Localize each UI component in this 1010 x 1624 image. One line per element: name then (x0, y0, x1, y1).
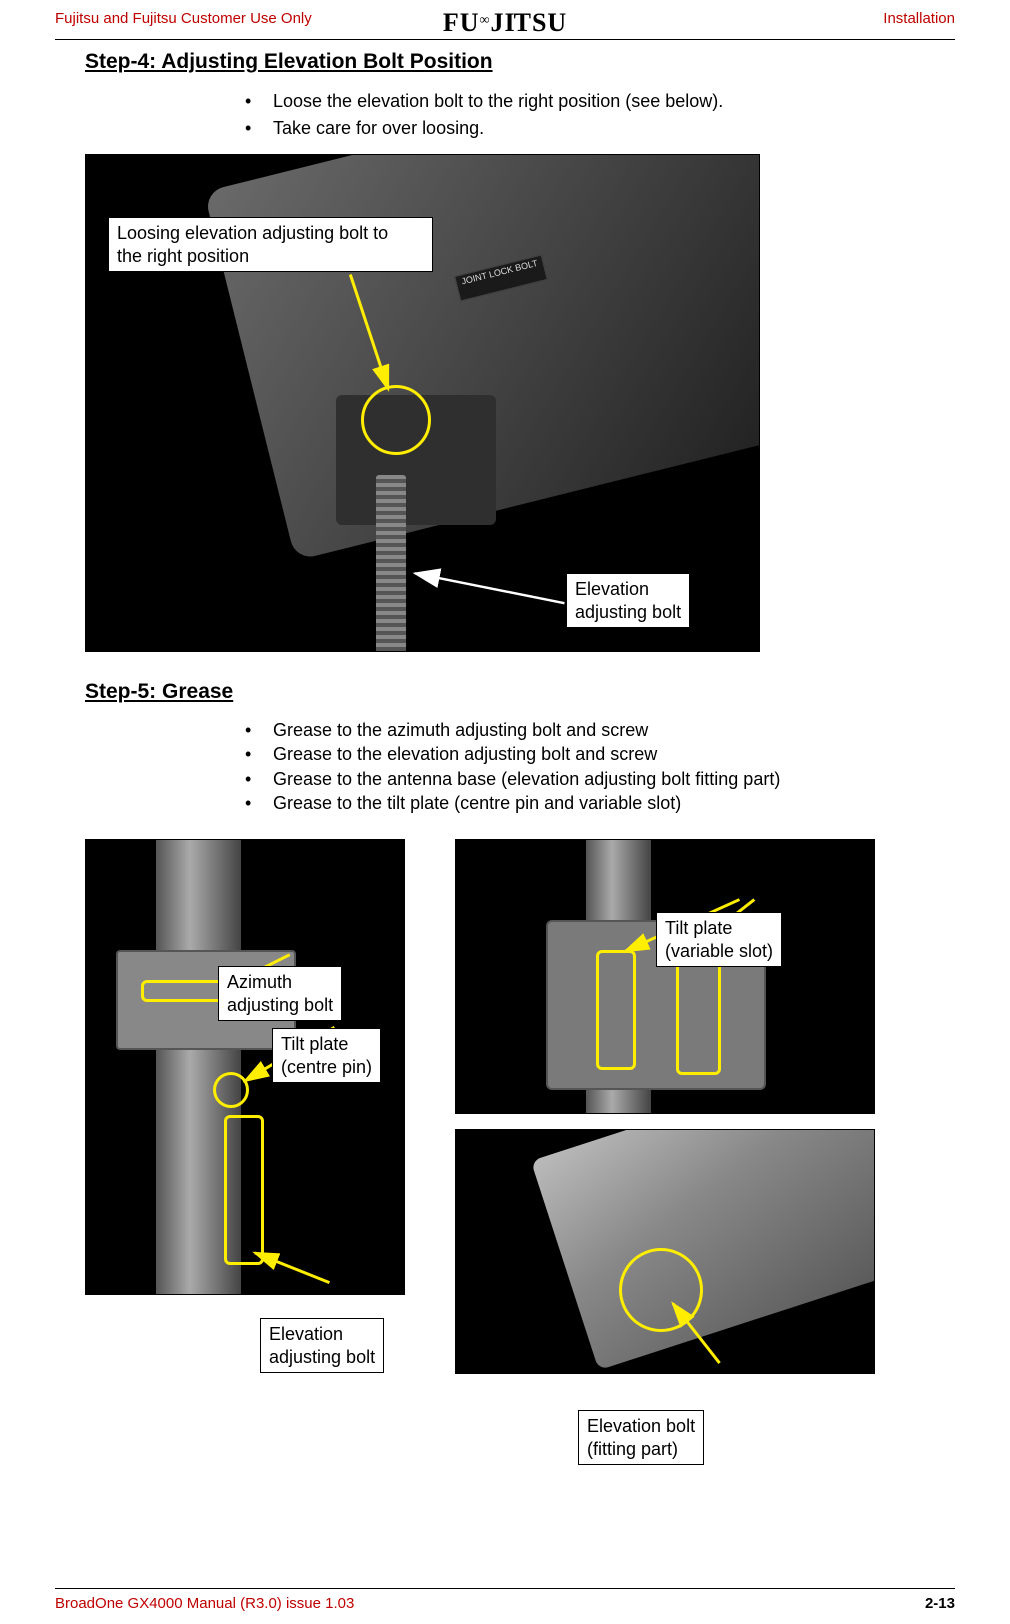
label-elevation-bolt-fitting-part: Elevation bolt (fitting part) (578, 1410, 704, 1465)
label-tilt-plate-centre-pin: Tilt plate (centre pin) (272, 1028, 381, 1083)
label-elevation-adjusting-bolt: Elevation adjusting bolt (566, 573, 690, 628)
footer-left-text: BroadOne GX4000 Manual (R3.0) issue 1.03 (55, 1595, 354, 1612)
step5-bullet-2: Grease to the elevation adjusting bolt a… (245, 742, 955, 766)
header-right-text: Installation (883, 10, 955, 27)
step5-bullets: Grease to the azimuth adjusting bolt and… (245, 718, 955, 815)
step4-bullets: Loose the elevation bolt to the right po… (245, 88, 955, 142)
header-left-text: Fujitsu and Fujitsu Customer Use Only (55, 10, 312, 27)
label-elevation-adjusting-bolt-2: Elevation adjusting bolt (260, 1318, 384, 1373)
step5-figures (85, 839, 955, 1399)
step5-title: Step-5: Grease (85, 680, 955, 704)
label-azimuth-adjusting-bolt: Azimuth adjusting bolt (218, 966, 342, 1021)
step5-bullet-1: Grease to the azimuth adjusting bolt and… (245, 718, 955, 742)
step5-bullet-3: Grease to the antenna base (elevation ad… (245, 767, 955, 791)
footer-right-text: 2-13 (925, 1595, 955, 1612)
fujitsu-logo: FU∞JITSU (443, 8, 567, 38)
page-footer: BroadOne GX4000 Manual (R3.0) issue 1.03… (55, 1588, 955, 1612)
label-tilt-plate-variable-slot: Tilt plate (variable slot) (656, 912, 782, 967)
step4-figure: JOINT LOCK BOLT Loosing elevation adjust… (85, 154, 760, 652)
step4-title: Step-4: Adjusting Elevation Bolt Positio… (85, 50, 955, 74)
step5-figure-bottom-right (455, 1129, 875, 1374)
label-loosing-elevation: Loosing elevation adjusting bolt to the … (108, 217, 433, 272)
step4-bullet-1: Loose the elevation bolt to the right po… (245, 88, 955, 115)
step4-bullet-2: Take care for over loosing. (245, 115, 955, 142)
step5-figure-top-right (455, 839, 875, 1114)
step5-bullet-4: Grease to the tilt plate (centre pin and… (245, 791, 955, 815)
